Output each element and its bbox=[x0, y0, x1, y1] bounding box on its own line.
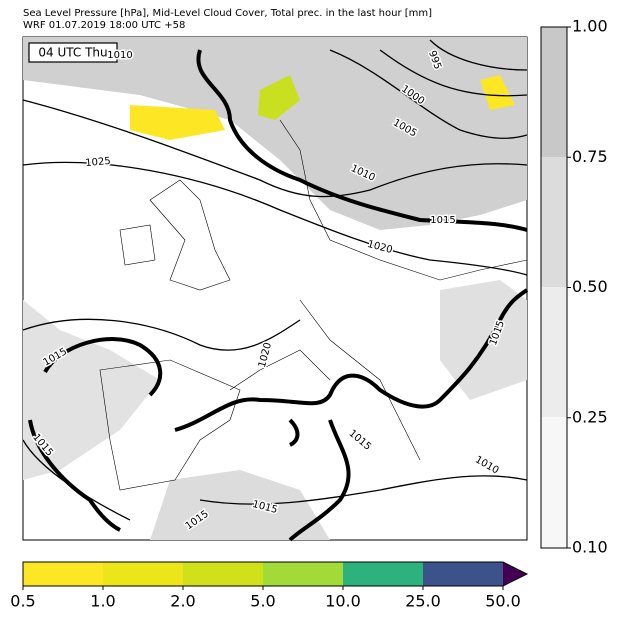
isobar-1015 bbox=[28, 288, 529, 542]
cloud-colorbar: 1.00 0.75 0.50 0.25 0.10 bbox=[540, 17, 608, 557]
colorbar-segment bbox=[183, 562, 263, 586]
tick-label: 0.10 bbox=[572, 538, 608, 557]
tick-label: 1.0 bbox=[90, 592, 115, 611]
contour-label: 1025 bbox=[85, 156, 111, 169]
time-label: 04 UTC Thu bbox=[38, 46, 107, 60]
precip-colorbar: 0.5 1.0 2.0 5.0 10.0 25.0 50.0 bbox=[10, 561, 529, 611]
colorbar-segment bbox=[103, 562, 183, 586]
tick-label: 10.0 bbox=[325, 592, 361, 611]
cloud-area bbox=[23, 300, 160, 480]
header-line: WRF 01.07.2019 18:00 UTC +58 bbox=[23, 20, 185, 31]
contour-label: 1010 bbox=[107, 50, 132, 61]
coastline bbox=[99, 119, 528, 491]
tick-label: 2.0 bbox=[170, 592, 195, 611]
tick-label: 1.00 bbox=[572, 17, 608, 36]
tick-label: 0.75 bbox=[572, 147, 608, 166]
colorbar-segment bbox=[263, 562, 343, 586]
isobar bbox=[22, 99, 528, 198]
colorbar-segment bbox=[541, 417, 567, 548]
colorbar-segment bbox=[541, 287, 567, 417]
contour-label: 1015 bbox=[430, 215, 455, 226]
isobar bbox=[379, 49, 528, 97]
map-panel: 04 UTC Thu 1010 9951000100510251010101510… bbox=[22, 36, 529, 542]
precip-area bbox=[258, 75, 300, 120]
header-line: Sea Level Pressure [hPa], Mid-Level Clou… bbox=[23, 8, 432, 19]
colorbar-segment bbox=[541, 27, 567, 157]
tick-label: 50.0 bbox=[485, 592, 521, 611]
cloud-area bbox=[23, 37, 527, 230]
colorbar-segment bbox=[23, 562, 103, 586]
cloud-area bbox=[150, 470, 330, 540]
precip-area bbox=[480, 75, 515, 110]
tick-label: 0.25 bbox=[572, 407, 608, 426]
tick-label: 5.0 bbox=[250, 592, 275, 611]
tick-label: 0.5 bbox=[10, 592, 35, 611]
isobar-1015 bbox=[196, 49, 528, 232]
colorbar-segment bbox=[343, 562, 423, 586]
colorbar-frame bbox=[22, 561, 529, 587]
colorbar-segment bbox=[423, 562, 503, 586]
colorbar-segment bbox=[541, 157, 567, 287]
colorbar-extend bbox=[503, 562, 527, 586]
time-box bbox=[28, 42, 118, 63]
precip-area bbox=[130, 105, 225, 140]
isobar bbox=[22, 161, 528, 276]
tick-label: 25.0 bbox=[405, 592, 441, 611]
isobar bbox=[329, 49, 528, 139]
tick-label: 0.50 bbox=[572, 277, 608, 296]
isobar bbox=[429, 39, 528, 71]
